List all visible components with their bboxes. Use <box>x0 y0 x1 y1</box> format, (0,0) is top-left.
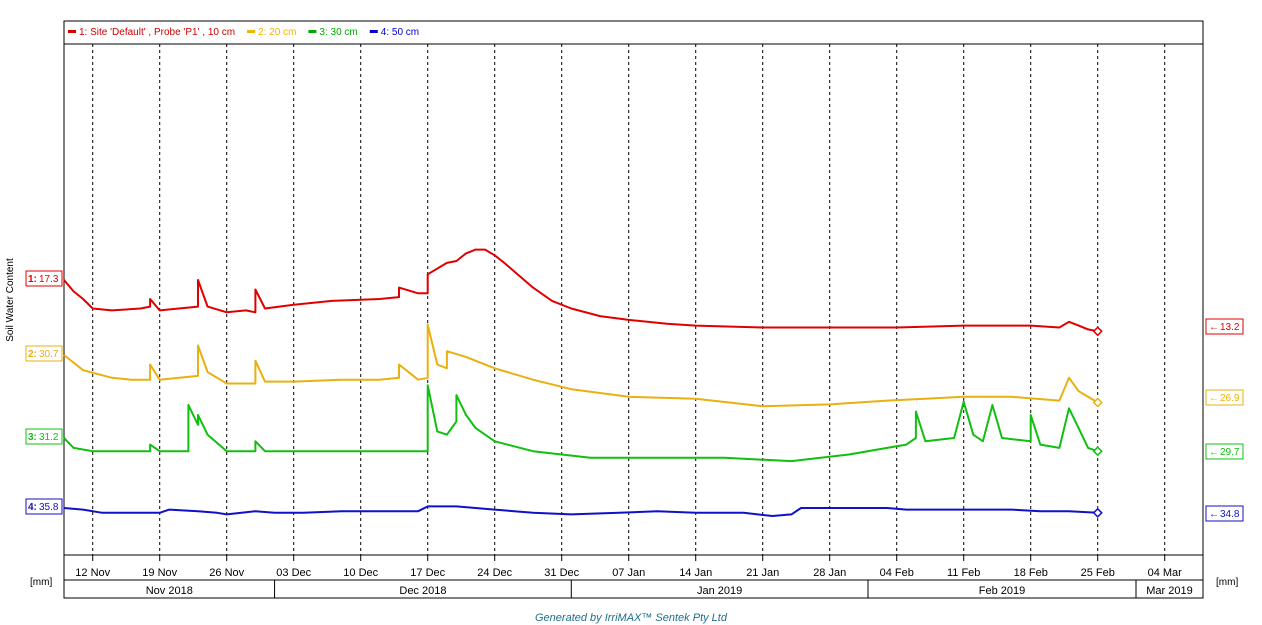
chart-frame <box>63 20 1204 599</box>
right-value-box <box>1205 318 1244 335</box>
left-value: 35.8 <box>39 502 59 513</box>
x-tick-label: 04 Mar <box>1148 567 1183 579</box>
right-unit-label: [mm] <box>1216 577 1238 588</box>
left-value-num: 2: <box>28 349 37 360</box>
x-tick-label: 14 Jan <box>679 567 712 579</box>
left-value: 30.7 <box>39 349 59 360</box>
footer-credit: Generated by IrriMAX™ Sentek Pty Ltd <box>535 612 727 624</box>
left-value: 17.3 <box>39 274 59 285</box>
series-line <box>63 384 1099 463</box>
x-tick-label: 04 Feb <box>880 567 914 579</box>
left-value-box <box>25 270 63 287</box>
series-end-marker <box>1092 507 1103 518</box>
left-value-box <box>25 345 63 362</box>
x-tick-label: 26 Nov <box>209 567 244 579</box>
left-value-num: 3: <box>28 432 37 443</box>
x-tick-label: 10 Dec <box>343 567 378 579</box>
right-value-box <box>1205 389 1244 406</box>
month-label: Mar 2019 <box>1146 585 1192 597</box>
right-value: 26.9 <box>1220 393 1240 404</box>
right-arrow-icon: ← <box>1209 322 1219 333</box>
right-arrow-icon: ← <box>1209 509 1219 520</box>
x-tick-label: 17 Dec <box>410 567 445 579</box>
right-value-box <box>1205 505 1244 522</box>
month-label: Nov 2018 <box>146 585 193 597</box>
legend-entry: 4: 50 cm <box>381 27 419 38</box>
legend-swatch <box>68 30 76 33</box>
series-end-marker <box>1092 326 1103 337</box>
series-line <box>63 248 1098 333</box>
right-value-box <box>1205 443 1244 460</box>
month-label: Feb 2019 <box>979 585 1025 597</box>
x-tick-label: 21 Jan <box>746 567 779 579</box>
left-value: 31.2 <box>39 432 59 443</box>
x-tick-label: 19 Nov <box>142 567 177 579</box>
right-arrow-icon: ← <box>1209 393 1219 404</box>
left-value-box <box>25 428 63 445</box>
x-tick-label: 07 Jan <box>612 567 645 579</box>
y-axis-label: Soil Water Content <box>5 258 16 342</box>
x-tick-label: 18 Feb <box>1014 567 1048 579</box>
series-line <box>63 323 1099 408</box>
left-value-num: 1: <box>28 274 37 285</box>
left-unit-label: [mm] <box>30 577 52 588</box>
legend-entry: 2: 20 cm <box>258 27 296 38</box>
right-value: 29.7 <box>1220 447 1240 458</box>
series-end-marker <box>1092 397 1103 408</box>
x-tick-label: 11 Feb <box>947 567 980 579</box>
series-line <box>63 505 1098 517</box>
legend-swatch <box>247 30 256 33</box>
month-label: Dec 2018 <box>399 585 446 597</box>
legend-entry: 1: Site 'Default' , Probe 'P1' , 10 cm <box>79 27 235 38</box>
x-tick-label: 25 Feb <box>1081 567 1115 579</box>
right-value: 13.2 <box>1220 322 1240 333</box>
x-tick-label: 28 Jan <box>813 567 846 579</box>
x-tick-label: 24 Dec <box>477 567 512 579</box>
legend-swatch <box>308 30 317 33</box>
x-tick-label: 12 Nov <box>75 567 110 579</box>
x-tick-label: 31 Dec <box>544 567 579 579</box>
right-value: 34.8 <box>1220 509 1240 520</box>
series-end-marker <box>1092 446 1103 457</box>
left-value-num: 4: <box>28 502 37 513</box>
legend-swatch <box>369 30 378 33</box>
month-label: Jan 2019 <box>697 585 742 597</box>
x-tick-label: 03 Dec <box>276 567 311 579</box>
left-value-box <box>25 498 63 515</box>
legend-entry: 3: 30 cm <box>319 27 357 38</box>
right-arrow-icon: ← <box>1209 447 1219 458</box>
